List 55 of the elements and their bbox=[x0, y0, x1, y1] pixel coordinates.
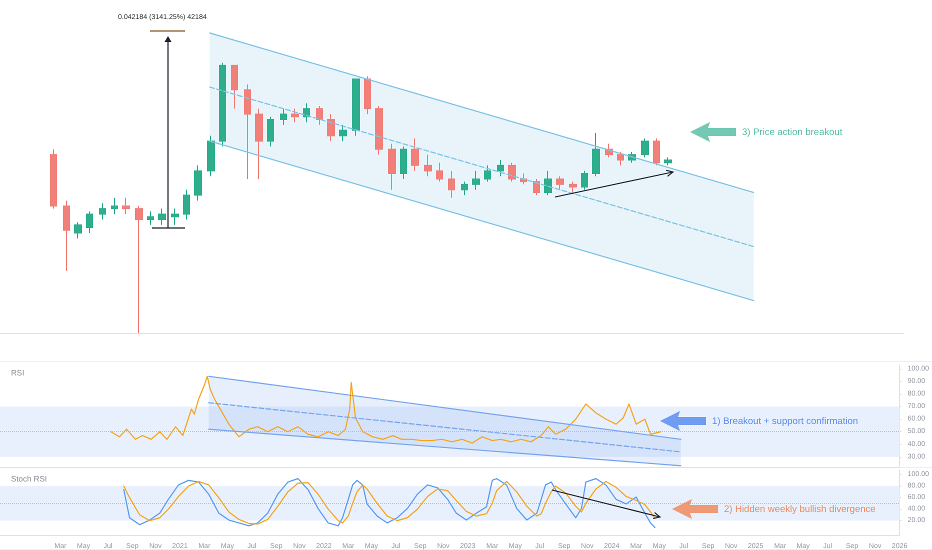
candlestick bbox=[581, 170, 588, 190]
candlestick bbox=[147, 210, 154, 226]
candlestick bbox=[316, 105, 323, 126]
candlestick bbox=[461, 181, 468, 196]
candlestick bbox=[183, 189, 190, 220]
candlestick bbox=[267, 116, 274, 148]
candlestick bbox=[472, 170, 480, 190]
candlestick bbox=[569, 181, 577, 193]
candlestick bbox=[508, 162, 516, 182]
candlestick bbox=[86, 210, 93, 234]
candlestick bbox=[664, 156, 672, 166]
annotation: 3) Price action breakout bbox=[742, 126, 842, 138]
candlestick bbox=[653, 138, 660, 166]
candlestick bbox=[303, 102, 310, 123]
candlestick bbox=[544, 170, 552, 196]
annotation: 1) Breakout + support confirmation bbox=[712, 416, 858, 426]
candlestick bbox=[280, 108, 287, 126]
candlestick bbox=[231, 64, 238, 110]
candlestick bbox=[74, 222, 82, 239]
candlestick bbox=[448, 170, 455, 198]
candlestick bbox=[99, 202, 106, 220]
candlestick bbox=[388, 143, 396, 190]
candlestick bbox=[111, 197, 118, 215]
candlestick bbox=[194, 164, 202, 202]
candlestick bbox=[171, 208, 179, 226]
candlestick bbox=[411, 138, 419, 172]
candlestick bbox=[375, 105, 383, 156]
candlestick bbox=[400, 146, 407, 180]
annotation: 2) Hidden weekly bullish divergence bbox=[724, 504, 876, 514]
candlestick bbox=[497, 160, 504, 177]
candlestick bbox=[617, 151, 624, 166]
candlestick bbox=[592, 132, 600, 177]
line-series bbox=[110, 376, 662, 444]
candlestick bbox=[158, 208, 166, 226]
candlestick bbox=[50, 148, 57, 210]
candlestick bbox=[352, 78, 360, 136]
candlestick bbox=[484, 164, 491, 182]
candlestick bbox=[364, 76, 371, 115]
candlestick bbox=[556, 176, 564, 190]
candlestick bbox=[339, 124, 347, 142]
text: Stoch RSI bbox=[11, 474, 48, 484]
candlestick bbox=[207, 135, 215, 177]
candlestick bbox=[291, 108, 299, 123]
candlestick bbox=[533, 178, 540, 196]
candlestick bbox=[244, 84, 251, 180]
candlestick bbox=[219, 62, 226, 148]
candlestick bbox=[424, 154, 432, 177]
candlestick bbox=[122, 197, 130, 215]
candlestick bbox=[327, 114, 335, 142]
candlestick bbox=[436, 162, 443, 182]
candlestick bbox=[135, 205, 143, 334]
candlestick bbox=[641, 138, 649, 158]
candlestick bbox=[255, 108, 263, 180]
candlestick bbox=[63, 200, 70, 272]
chart-title: RSI bbox=[11, 368, 24, 378]
